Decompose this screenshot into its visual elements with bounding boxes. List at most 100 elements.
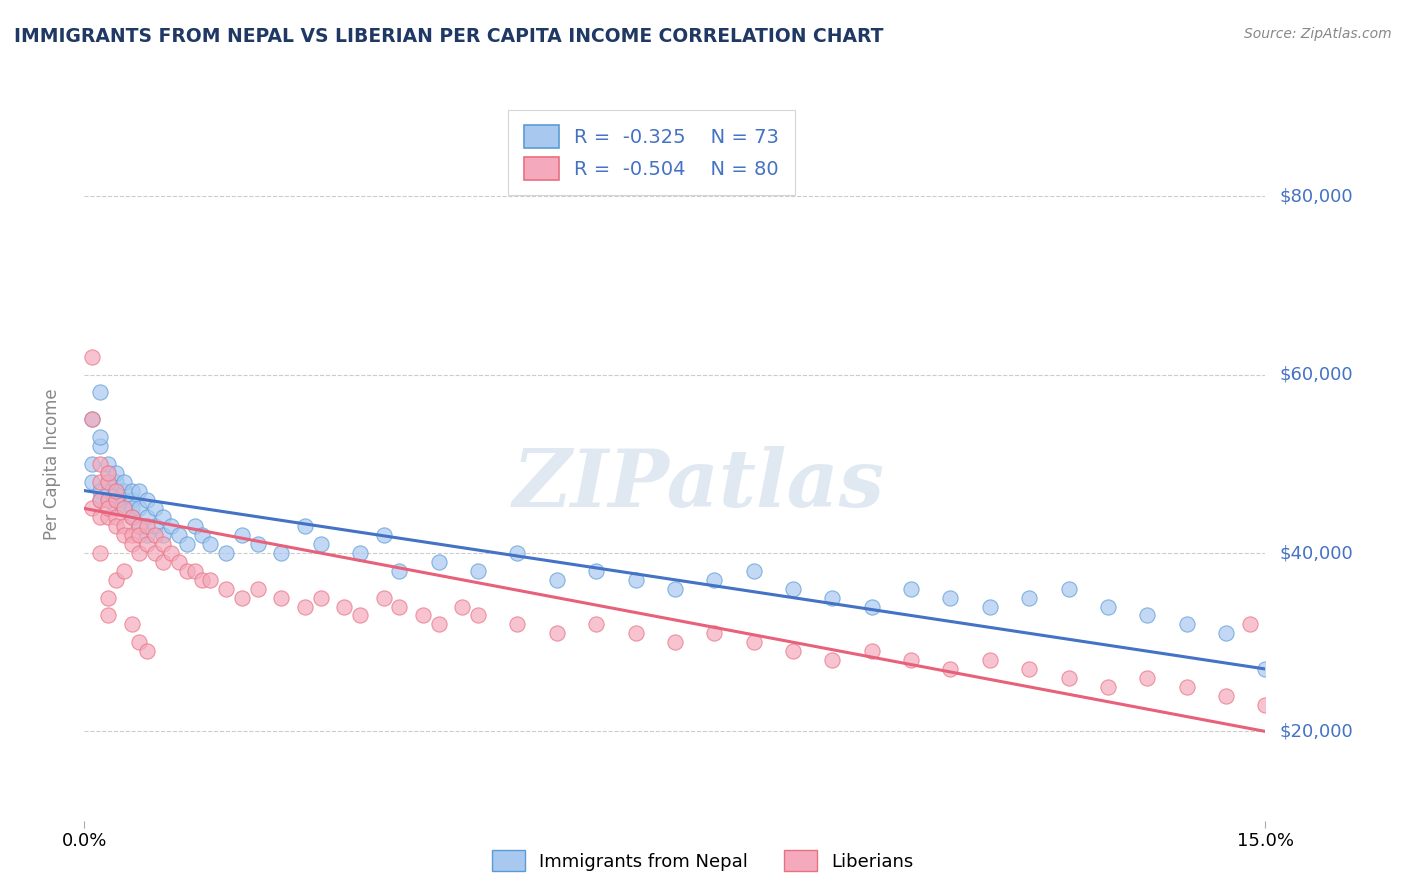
Point: [309, 537, 332, 551]
Point: [112, 483, 135, 498]
Point: [97, 483, 120, 498]
Point: [294, 599, 316, 614]
Point: [128, 635, 150, 649]
Point: [270, 546, 292, 560]
Point: [215, 582, 238, 596]
Point: [82, 457, 104, 471]
Point: [121, 537, 143, 551]
Point: [782, 582, 804, 596]
Point: [82, 412, 104, 426]
Point: [89, 430, 111, 444]
Point: [1215, 689, 1237, 703]
Point: [104, 492, 127, 507]
Legend: R =  -0.325    N = 73, R =  -0.504    N = 80: R = -0.325 N = 73, R = -0.504 N = 80: [508, 110, 794, 195]
Point: [143, 546, 166, 560]
Point: [742, 635, 765, 649]
Point: [104, 573, 127, 587]
Point: [143, 519, 166, 533]
Point: [136, 537, 159, 551]
Point: [128, 501, 150, 516]
Point: [152, 528, 174, 542]
Point: [152, 510, 174, 524]
Point: [506, 546, 529, 560]
Point: [1018, 662, 1040, 676]
Point: [82, 412, 104, 426]
Point: [388, 564, 411, 578]
Point: [89, 475, 111, 489]
Point: [624, 573, 647, 587]
Point: [979, 599, 1001, 614]
Point: [1239, 617, 1261, 632]
Point: [1254, 662, 1277, 676]
Point: [112, 564, 135, 578]
Text: $80,000: $80,000: [1279, 187, 1353, 205]
Point: [97, 475, 120, 489]
Point: [89, 483, 111, 498]
Point: [506, 617, 529, 632]
Point: [136, 510, 159, 524]
Point: [742, 564, 765, 578]
Point: [104, 519, 127, 533]
Point: [128, 519, 150, 533]
Point: [97, 501, 120, 516]
Point: [112, 519, 135, 533]
Text: $60,000: $60,000: [1279, 366, 1353, 384]
Point: [1175, 617, 1198, 632]
Point: [97, 510, 120, 524]
Point: [939, 662, 962, 676]
Point: [152, 537, 174, 551]
Point: [136, 528, 159, 542]
Point: [136, 519, 159, 533]
Point: [176, 537, 198, 551]
Point: [104, 492, 127, 507]
Point: [451, 599, 474, 614]
Point: [309, 591, 332, 605]
Point: [782, 644, 804, 658]
Point: [1175, 680, 1198, 694]
Point: [624, 626, 647, 640]
Point: [664, 582, 686, 596]
Point: [121, 510, 143, 524]
Text: $20,000: $20,000: [1279, 723, 1353, 740]
Point: [112, 528, 135, 542]
Point: [121, 510, 143, 524]
Point: [104, 510, 127, 524]
Point: [97, 466, 120, 480]
Point: [349, 608, 371, 623]
Point: [191, 573, 214, 587]
Point: [167, 555, 190, 569]
Point: [97, 492, 120, 507]
Point: [1057, 671, 1080, 685]
Point: [200, 537, 222, 551]
Point: [97, 608, 120, 623]
Point: [104, 501, 127, 516]
Point: [388, 599, 411, 614]
Point: [183, 519, 205, 533]
Point: [939, 591, 962, 605]
Point: [128, 519, 150, 533]
Point: [585, 617, 607, 632]
Point: [200, 573, 222, 587]
Point: [1215, 626, 1237, 640]
Point: [104, 466, 127, 480]
Legend: Immigrants from Nepal, Liberians: Immigrants from Nepal, Liberians: [485, 843, 921, 879]
Point: [143, 528, 166, 542]
Point: [860, 644, 883, 658]
Point: [546, 573, 568, 587]
Point: [97, 466, 120, 480]
Point: [152, 555, 174, 569]
Point: [467, 564, 489, 578]
Point: [1254, 698, 1277, 712]
Point: [121, 483, 143, 498]
Point: [89, 385, 111, 400]
Point: [121, 617, 143, 632]
Point: [427, 555, 450, 569]
Point: [427, 617, 450, 632]
Point: [183, 564, 205, 578]
Point: [860, 599, 883, 614]
Text: IMMIGRANTS FROM NEPAL VS LIBERIAN PER CAPITA INCOME CORRELATION CHART: IMMIGRANTS FROM NEPAL VS LIBERIAN PER CA…: [14, 27, 883, 45]
Y-axis label: Per Capita Income: Per Capita Income: [42, 388, 60, 540]
Point: [333, 599, 356, 614]
Point: [231, 528, 253, 542]
Point: [703, 573, 725, 587]
